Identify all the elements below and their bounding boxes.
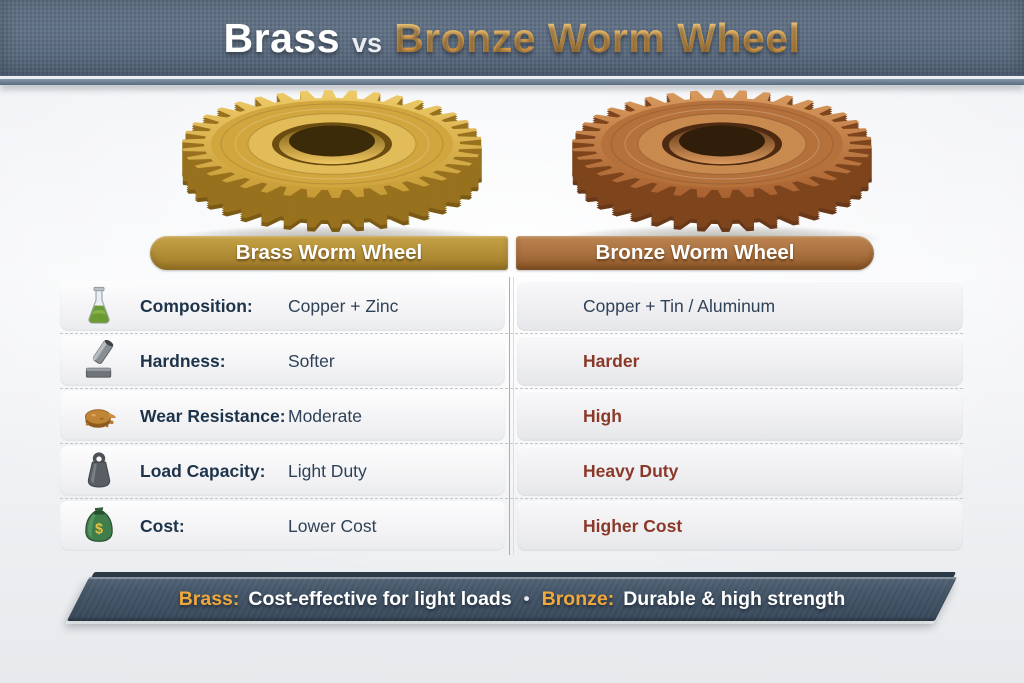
table-row: Composition: Copper + Zinc Copper + Tin … (60, 279, 963, 333)
bronze-value: Higher Cost (583, 515, 683, 536)
footer-summary: Brass: Cost-effective for light loads • … (78, 577, 946, 621)
row-label: Load Capacity: (140, 460, 266, 481)
bronze-value: High (583, 405, 622, 426)
column-divider (509, 277, 514, 555)
brass-value: Moderate (288, 405, 362, 426)
brass-cell: Hardness: Softer (60, 336, 505, 386)
header-divider-line (0, 76, 1024, 79)
footer-bronze-text: Durable & high strength (623, 587, 846, 610)
table-row: Wear Resistance: Moderate High (60, 388, 963, 443)
bronze-cell: Copper + Tin / Aluminum (517, 281, 963, 331)
brass-value: Lower Cost (288, 515, 377, 536)
footer-banner: Brass: Cost-effective for light loads • … (66, 572, 958, 621)
row-label: Composition: (140, 295, 253, 316)
title-bronze-worm-wheel: Bronze Worm Wheel (394, 14, 801, 61)
bronze-value: Copper + Tin / Aluminum (583, 295, 776, 316)
title-brass: Brass (223, 14, 341, 61)
page-title: Brass vs Bronze Worm Wheel (224, 15, 801, 62)
wear-icon (78, 393, 120, 439)
bullet-separator: • (523, 589, 530, 608)
brass-gear-image (172, 90, 492, 251)
header-accent-strip (0, 79, 1024, 85)
brass-column-header: Brass Worm Wheel (150, 236, 508, 270)
footer-brass-label: Brass: (178, 587, 240, 610)
table-row: Load Capacity: Light Duty Heavy Duty (60, 443, 963, 498)
weight-icon (78, 448, 120, 494)
brass-column-label: Brass Worm Wheel (235, 241, 423, 264)
bronze-column-label: Bronze Worm Wheel (595, 241, 795, 264)
money-bag-icon: $ (78, 503, 120, 549)
svg-text:$: $ (95, 522, 103, 538)
comparison-table: Composition: Copper + Zinc Copper + Tin … (60, 277, 963, 555)
row-label: Hardness: (140, 350, 226, 371)
bronze-gear-image (562, 90, 882, 251)
brass-cell: Load Capacity: Light Duty (60, 446, 505, 496)
bronze-column-header: Bronze Worm Wheel (516, 236, 874, 270)
table-row: Hardness: Softer Harder (60, 333, 963, 388)
bronze-cell: Harder (517, 336, 963, 386)
bronze-cell: Heavy Duty (517, 446, 963, 496)
bronze-cell: Higher Cost (517, 501, 963, 551)
footer-brass-text: Cost-effective for light loads (248, 587, 512, 610)
hardness-icon (78, 338, 120, 384)
row-label: Cost: (140, 515, 185, 536)
bronze-value: Heavy Duty (583, 460, 679, 481)
brass-value: Softer (288, 350, 335, 371)
header-banner: Brass vs Bronze Worm Wheel (0, 0, 1024, 76)
brass-cell: Wear Resistance: Moderate (60, 391, 505, 441)
brass-value: Light Duty (288, 460, 367, 481)
title-vs: vs (352, 27, 383, 58)
row-label: Wear Resistance: (140, 405, 286, 426)
bronze-cell: High (517, 391, 963, 441)
table-row: $ Cost: Lower Cost Higher Cost (60, 498, 963, 553)
flask-icon (78, 283, 120, 329)
brass-cell: Composition: Copper + Zinc (60, 281, 505, 331)
footer-bronze-label: Bronze: (541, 587, 615, 610)
brass-value: Copper + Zinc (288, 295, 399, 316)
bronze-value: Harder (583, 350, 640, 371)
brass-cell: $ Cost: Lower Cost (60, 501, 505, 551)
